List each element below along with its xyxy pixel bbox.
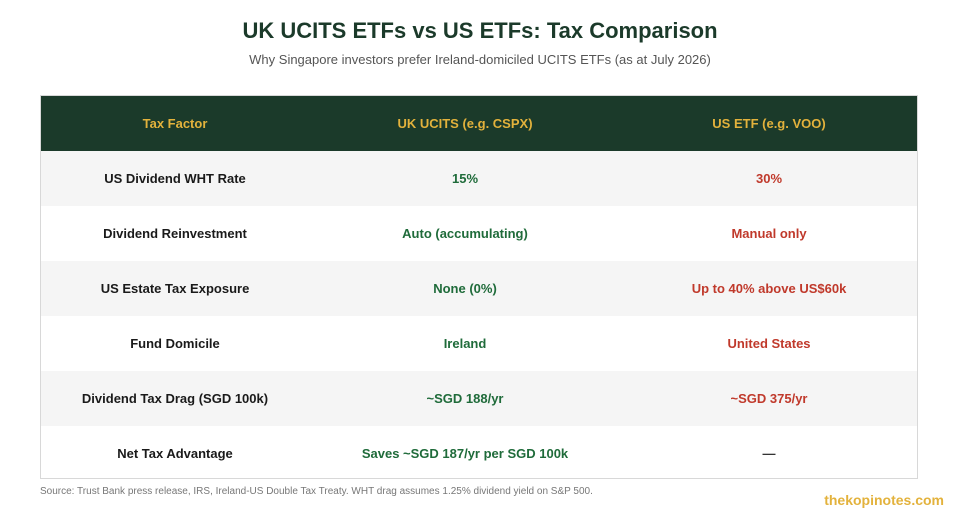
row-ucits-cell: ~SGD 188/yr bbox=[426, 391, 504, 406]
row-ucits-cell: Saves ~SGD 187/yr per SGD 100k bbox=[361, 446, 569, 461]
row-factor-cell: US Dividend WHT Rate bbox=[104, 171, 246, 186]
header-uk-ucits: UK UCITS (e.g. CSPX) bbox=[397, 116, 533, 131]
row-ucits-cell: Ireland bbox=[443, 336, 487, 351]
row-us-etf-cell: Manual only bbox=[731, 226, 807, 241]
row-factor-cell: Fund Domicile bbox=[130, 336, 220, 351]
source-note: Source: Trust Bank press release, IRS, I… bbox=[40, 486, 593, 497]
row-us-etf-cell: United States bbox=[727, 336, 811, 351]
header-tax-factor: Tax Factor bbox=[142, 116, 208, 131]
table-row: Net Tax Advantage Saves ~SGD 187/yr per … bbox=[41, 426, 917, 478]
comparison-table: Tax Factor UK UCITS (e.g. CSPX) US ETF (… bbox=[40, 95, 918, 479]
page-title: UK UCITS ETFs vs US ETFs: Tax Comparison bbox=[242, 18, 718, 43]
row-ucits-cell: 15% bbox=[451, 171, 479, 186]
table-row: Fund Domicile Ireland United States bbox=[41, 316, 917, 371]
brand-watermark: thekopinotes.com bbox=[824, 492, 944, 508]
row-us-etf-cell: ~SGD 375/yr bbox=[730, 391, 808, 406]
header-us-etf: US ETF (e.g. VOO) bbox=[712, 116, 826, 131]
row-factor-cell: Dividend Reinvestment bbox=[103, 226, 247, 241]
page-subtitle: Why Singapore investors prefer Ireland-d… bbox=[249, 52, 711, 67]
table-row: US Dividend WHT Rate 15% 30% bbox=[41, 151, 917, 206]
table-header-row: Tax Factor UK UCITS (e.g. CSPX) US ETF (… bbox=[41, 96, 917, 151]
row-ucits-cell: Auto (accumulating) bbox=[402, 226, 528, 241]
table-row: US Estate Tax Exposure None (0%) Up to 4… bbox=[41, 261, 917, 316]
row-ucits-cell: None (0%) bbox=[433, 281, 497, 296]
table-row: Dividend Reinvestment Auto (accumulating… bbox=[41, 206, 917, 261]
row-factor-cell: Net Tax Advantage bbox=[117, 446, 233, 461]
row-us-etf-cell: 30% bbox=[755, 171, 783, 186]
table-row: Dividend Tax Drag (SGD 100k) ~SGD 188/yr… bbox=[41, 371, 917, 426]
row-us-etf-cell: Up to 40% above US$60k bbox=[691, 281, 847, 296]
row-us-etf-cell: — bbox=[762, 446, 776, 461]
row-factor-cell: US Estate Tax Exposure bbox=[100, 281, 250, 296]
row-factor-cell: Dividend Tax Drag (SGD 100k) bbox=[81, 391, 269, 406]
